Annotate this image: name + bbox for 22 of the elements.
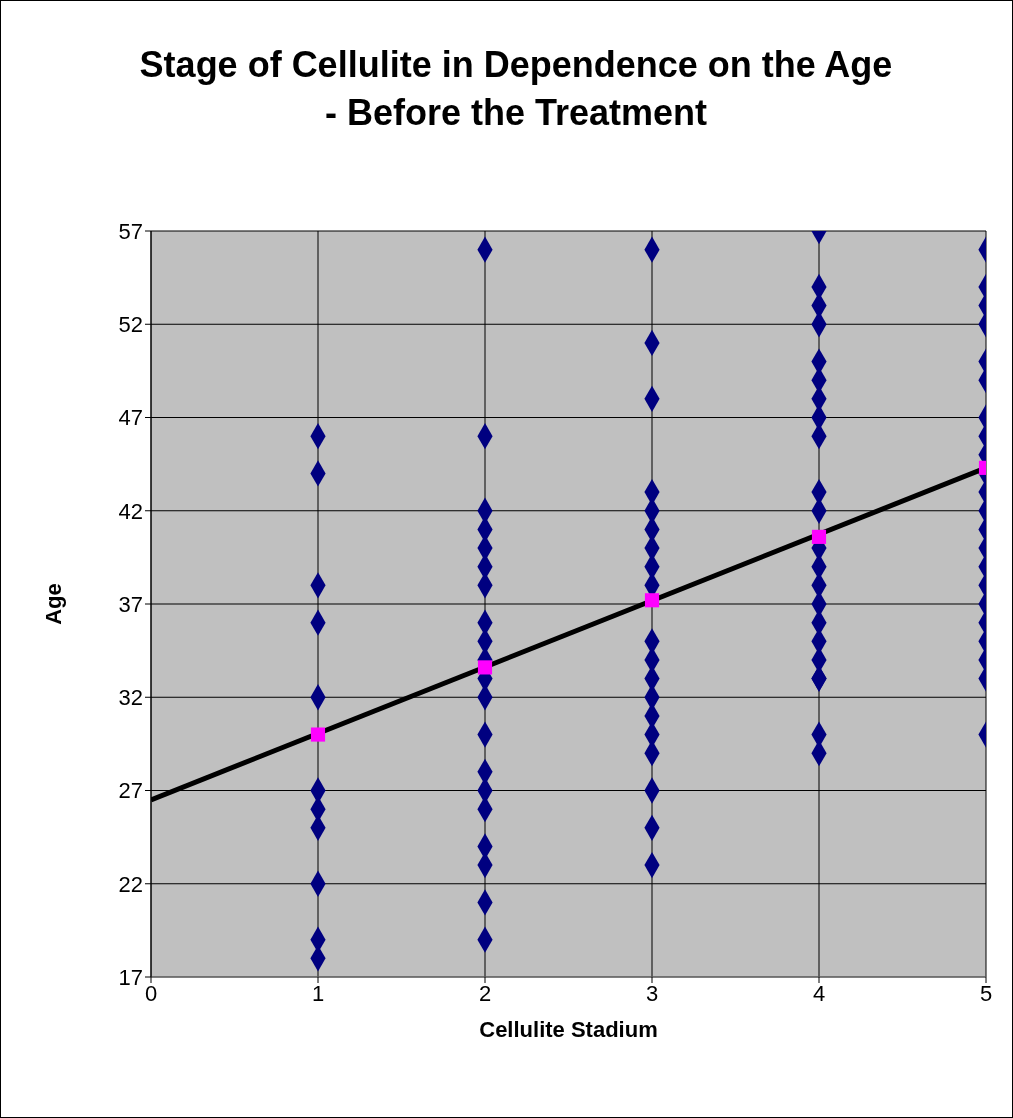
y-tick-label: 47 [118, 405, 143, 431]
y-tick-label: 37 [118, 591, 143, 617]
y-tick-label: 52 [118, 312, 143, 338]
y-tick-label: 17 [118, 964, 143, 990]
y-tick-label: 27 [118, 778, 143, 804]
x-tick-label: 5 [979, 980, 993, 1006]
y-tick-label: 22 [118, 871, 143, 897]
point [811, 529, 827, 544]
x-tick-label: 1 [311, 980, 325, 1006]
x-tick-label: 0 [144, 980, 158, 1006]
y-tick-label: 32 [118, 685, 143, 711]
x-axis-title: Cellulite Stadium [479, 1017, 658, 1042]
point [310, 727, 326, 742]
x-tick-label: 2 [478, 980, 492, 1006]
x-tick-label: 4 [812, 980, 826, 1006]
y-tick-label: 57 [118, 218, 143, 244]
y-axis-title: Age [40, 583, 66, 625]
y-tick-label: 42 [118, 498, 143, 524]
chart-title: Stage of Cellulite in Dependence on the Age - Before the Treatment [138, 43, 894, 135]
point [477, 660, 493, 675]
x-tick-label: 3 [645, 980, 659, 1006]
point [644, 593, 660, 608]
